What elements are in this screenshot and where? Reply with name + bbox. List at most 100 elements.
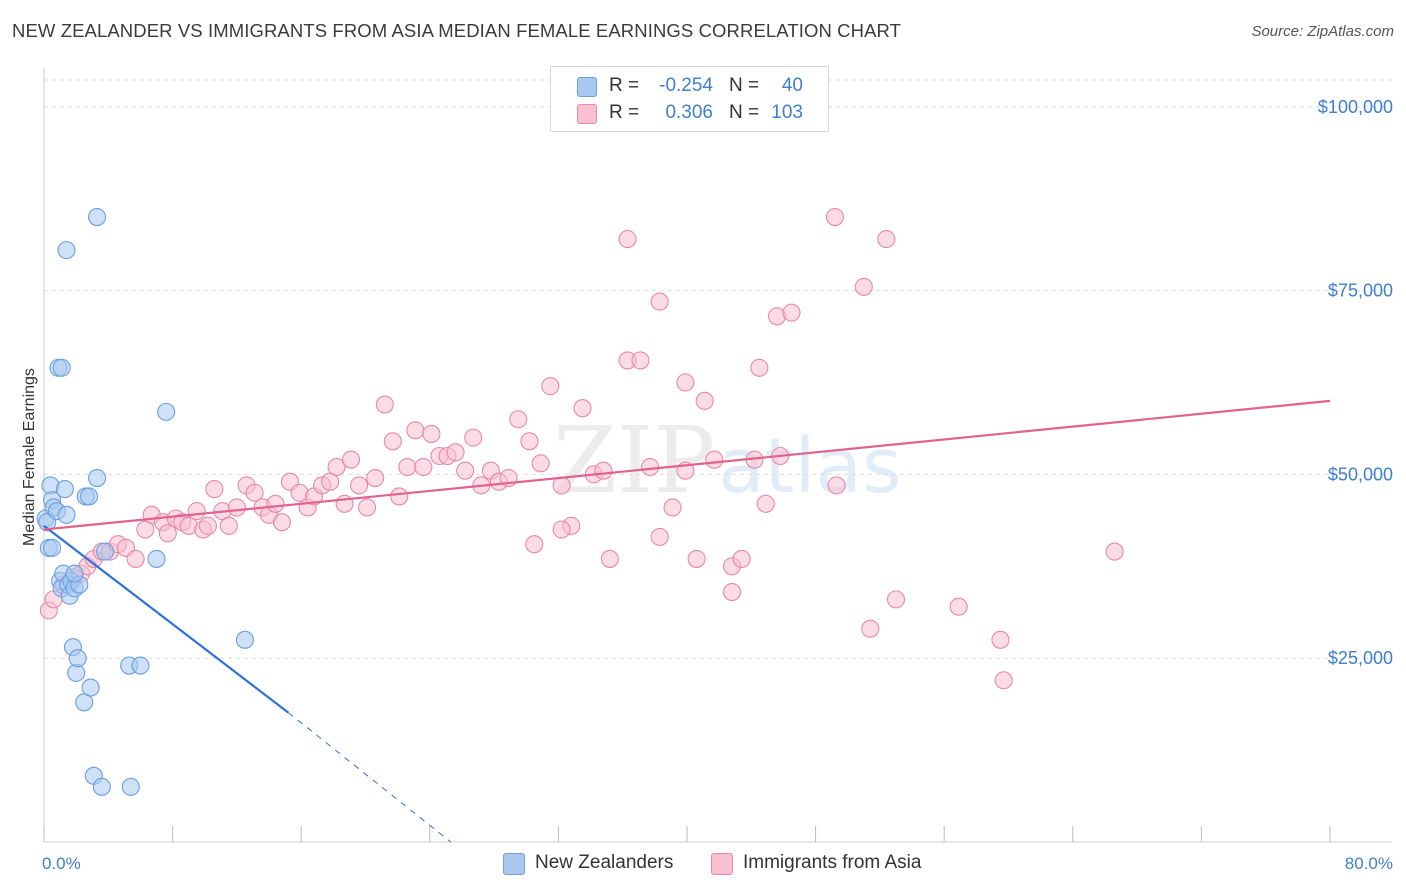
data-point-immigrants-from-asia <box>1105 542 1124 561</box>
data-point-new-zealanders <box>68 649 87 668</box>
series-immigrants-from-asia <box>39 207 1124 690</box>
legend-r-value: 0.306 <box>665 102 713 123</box>
data-point-immigrants-from-asia <box>383 432 402 451</box>
trend-line-new-zealanders <box>43 524 290 714</box>
series-new-zealanders <box>36 207 254 796</box>
data-point-immigrants-from-asia <box>422 424 441 443</box>
data-point-immigrants-from-asia <box>756 494 775 513</box>
data-point-immigrants-from-asia <box>198 516 218 535</box>
data-point-new-zealanders <box>79 487 99 506</box>
data-point-immigrants-from-asia <box>722 582 742 602</box>
data-point-immigrants-from-asia <box>695 391 714 410</box>
y-tick-label: $25,000 <box>1328 648 1393 668</box>
data-point-immigrants-from-asia <box>750 358 769 377</box>
data-point-immigrants-from-asia <box>827 476 846 495</box>
data-point-immigrants-from-asia <box>227 498 246 517</box>
data-point-immigrants-from-asia <box>446 443 465 462</box>
data-point-immigrants-from-asia <box>464 428 483 447</box>
legend-swatch-immigrants-from-asia <box>577 104 597 124</box>
legend-r-label: R = <box>609 102 640 123</box>
legend-label: New Zealanders <box>535 852 674 873</box>
data-point-immigrants-from-asia <box>341 450 361 469</box>
data-point-immigrants-from-asia <box>205 480 224 499</box>
legend-swatch-new-zealanders <box>503 853 525 875</box>
legend-swatch-immigrants-from-asia <box>711 853 733 875</box>
data-point-immigrants-from-asia <box>732 549 751 568</box>
data-point-immigrants-from-asia <box>126 549 145 568</box>
correlation-legend: R = -0.254 N = 40 R = 0.306 N = 103 <box>550 66 829 132</box>
axis-labels: $25,000 $50,000 $75,000 $100,000 0.0% 80.0% Me… <box>21 97 1393 873</box>
y-tick-label: $75,000 <box>1328 281 1393 301</box>
data-point-immigrants-from-asia <box>525 535 544 554</box>
data-point-immigrants-from-asia <box>541 377 560 396</box>
data-point-immigrants-from-asia <box>158 524 177 543</box>
y-tick-label: $100,000 <box>1318 97 1393 117</box>
data-point-new-zealanders <box>65 564 84 583</box>
data-point-immigrants-from-asia <box>406 421 425 440</box>
data-point-immigrants-from-asia <box>650 527 669 546</box>
data-point-immigrants-from-asia <box>861 619 880 638</box>
data-point-immigrants-from-asia <box>573 399 592 418</box>
legend-swatch-new-zealanders <box>577 77 597 97</box>
y-axis-title: Median Female Earnings <box>21 368 38 546</box>
data-point-immigrants-from-asia <box>520 432 539 451</box>
grid <box>44 79 1392 659</box>
chart-title: NEW ZEALANDER VS IMMIGRANTS FROM ASIA ME… <box>12 20 902 41</box>
data-point-immigrants-from-asia <box>886 590 906 609</box>
data-point-immigrants-from-asia <box>594 461 613 480</box>
data-point-immigrants-from-asia <box>631 351 650 370</box>
data-point-immigrants-from-asia <box>854 277 873 296</box>
legend-r-label: R = <box>609 75 640 96</box>
data-point-immigrants-from-asia <box>994 671 1013 690</box>
watermark-zip: ZIP <box>553 407 715 514</box>
data-point-new-zealanders <box>55 480 74 499</box>
data-point-immigrants-from-asia <box>676 373 695 392</box>
data-point-immigrants-from-asia <box>531 454 550 473</box>
data-point-new-zealanders <box>81 678 100 697</box>
legend-n-label: N = <box>729 75 760 96</box>
y-tick-label: $50,000 <box>1328 464 1393 484</box>
watermark-atlas: atlas <box>718 421 902 510</box>
data-point-immigrants-from-asia <box>398 457 417 477</box>
data-point-immigrants-from-asia <box>600 549 619 568</box>
legend-n-value: 40 <box>781 75 803 96</box>
legend-label: Immigrants from Asia <box>743 852 922 873</box>
trend-lines <box>43 399 1331 843</box>
data-point-new-zealanders <box>121 777 140 796</box>
legend-n-label: N = <box>729 102 760 123</box>
data-point-immigrants-from-asia <box>219 516 238 535</box>
data-point-immigrants-from-asia <box>640 457 660 477</box>
data-point-immigrants-from-asia <box>414 457 433 477</box>
data-point-immigrants-from-asia <box>705 450 724 469</box>
data-point-new-zealanders <box>57 505 76 524</box>
data-point-immigrants-from-asia <box>618 230 637 249</box>
data-point-new-zealanders <box>92 777 111 796</box>
legend-row-immigrants-from-asia: R = 0.306 N = 103 <box>551 102 828 128</box>
data-point-immigrants-from-asia <box>327 457 346 477</box>
data-point-immigrants-from-asia <box>266 494 285 513</box>
data-point-new-zealanders <box>96 542 115 561</box>
trend-line-extension-new-zealanders <box>288 712 452 843</box>
data-point-new-zealanders <box>131 656 150 675</box>
data-point-new-zealanders <box>42 538 62 557</box>
data-point-immigrants-from-asia <box>375 395 394 414</box>
data-point-immigrants-from-asia <box>272 513 291 532</box>
x-tick-label-max: 80.0% <box>1345 854 1393 873</box>
data-point-immigrants-from-asia <box>949 597 968 616</box>
data-point-immigrants-from-asia <box>825 207 844 227</box>
data-point-immigrants-from-asia <box>687 549 706 568</box>
data-point-immigrants-from-asia <box>663 498 682 517</box>
data-point-immigrants-from-asia <box>552 476 571 495</box>
data-point-immigrants-from-asia <box>877 230 896 249</box>
data-point-immigrants-from-asia <box>390 487 409 506</box>
x-tick-label-min: 0.0% <box>42 854 81 873</box>
legend-n-value: 103 <box>771 102 803 123</box>
data-point-new-zealanders <box>52 358 71 377</box>
trend-line-immigrants-from-asia <box>43 399 1331 531</box>
data-point-new-zealanders <box>87 469 107 488</box>
data-point-new-zealanders <box>87 207 107 227</box>
data-point-immigrants-from-asia <box>350 476 369 495</box>
data-point-immigrants-from-asia <box>782 303 801 322</box>
data-point-new-zealanders <box>147 549 166 568</box>
legend-row-new-zealanders: R = -0.254 N = 40 <box>551 75 828 101</box>
